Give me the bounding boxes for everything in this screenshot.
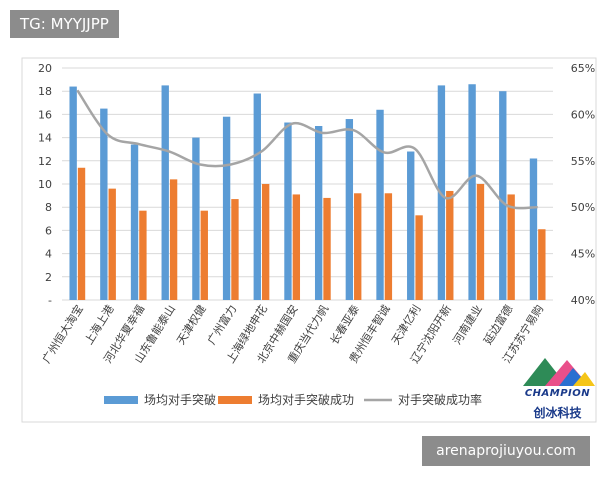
y-right-tick-label: 40% xyxy=(571,294,595,307)
bar-场均对手突破 xyxy=(192,137,200,300)
y-left-tick-label: 4 xyxy=(45,248,52,261)
legend-swatch xyxy=(104,396,138,404)
bar-场均对手突破成功 xyxy=(415,215,423,300)
y-right-tick-label: 60% xyxy=(571,108,595,121)
legend: 场均对手突破 场均对手突破成功 对手突破成功率 xyxy=(104,392,482,407)
watermark: arenaprojiuyou.com xyxy=(422,436,590,466)
line-对手突破成功率 xyxy=(76,89,538,210)
bar-场均对手突破成功 xyxy=(507,194,515,300)
bars xyxy=(69,84,546,301)
bar-场均对手突破 xyxy=(468,84,476,301)
bar-场均对手突破成功 xyxy=(200,210,208,300)
bar-场均对手突破成功 xyxy=(261,184,270,300)
bar-场均对手突破成功 xyxy=(169,179,178,300)
bar-场均对手突破成功 xyxy=(77,167,86,300)
y-right-tick-label: 65% xyxy=(571,62,595,75)
bar-场均对手突破 xyxy=(222,116,231,300)
bar-场均对手突破 xyxy=(314,126,323,300)
logo-chinese-name: 创冰科技 xyxy=(533,406,582,420)
y-axis-left: - 2 4 6 8 10 12 14 16 18 20 xyxy=(38,62,52,307)
bar-场均对手突破成功 xyxy=(354,193,362,300)
bar-场均对手突破 xyxy=(253,93,261,301)
bar-场均对手突破成功 xyxy=(292,194,301,300)
y-left-tick-label: 20 xyxy=(38,62,52,75)
bar-场均对手突破成功 xyxy=(108,188,116,300)
legend-label: 对手突破成功率 xyxy=(398,392,482,407)
bar-场均对手突破成功 xyxy=(384,193,393,300)
y-left-tick-label: 12 xyxy=(38,155,52,168)
bar-场均对手突破 xyxy=(529,158,538,300)
bar-场均对手突破 xyxy=(284,122,292,301)
bar-场均对手突破 xyxy=(69,86,77,300)
bar-场均对手突破 xyxy=(345,119,354,300)
bar-场均对手突破 xyxy=(499,91,507,300)
legend-label: 场均对手突破 xyxy=(144,392,216,407)
bar-场均对手突破成功 xyxy=(139,210,147,300)
bar-场均对手突破成功 xyxy=(231,199,239,300)
bar-场均对手突破 xyxy=(161,85,169,301)
y-left-tick-label: 6 xyxy=(45,224,52,237)
bar-场均对手突破 xyxy=(130,144,139,300)
y-axis-right: 40% 45% 50% 55% 60% 65% xyxy=(571,62,595,307)
legend-label: 场均对手突破成功 xyxy=(258,392,354,407)
y-left-tick-label: 16 xyxy=(38,108,52,121)
y-left-tick-label: 14 xyxy=(38,132,52,145)
y-left-tick-label: 8 xyxy=(45,201,52,214)
bar-场均对手突破 xyxy=(407,151,415,300)
y-left-tick-label: - xyxy=(48,294,52,307)
y-left-tick-label: 2 xyxy=(45,271,52,284)
tg-tag: TG: MYYJJPP xyxy=(10,10,119,38)
y-left-tick-label: 18 xyxy=(38,85,52,98)
champion-logo: CHAMPION 创冰科技 xyxy=(515,352,600,424)
y-right-tick-label: 50% xyxy=(571,201,595,214)
y-left-tick-label: 10 xyxy=(38,178,52,191)
rate-line xyxy=(76,89,538,210)
y-right-tick-label: 45% xyxy=(571,248,595,261)
y-right-tick-label: 55% xyxy=(571,155,595,168)
bar-场均对手突破成功 xyxy=(446,190,454,300)
bar-场均对手突破 xyxy=(376,109,384,300)
legend-swatch xyxy=(218,396,252,404)
bar-场均对手突破成功 xyxy=(323,197,331,300)
bar-场均对手突破 xyxy=(100,108,108,300)
bar-场均对手突破成功 xyxy=(476,184,485,300)
bar-场均对手突破成功 xyxy=(538,229,546,300)
logo-wordmark: CHAMPION xyxy=(524,388,591,399)
logo-mark-icon xyxy=(523,358,595,386)
